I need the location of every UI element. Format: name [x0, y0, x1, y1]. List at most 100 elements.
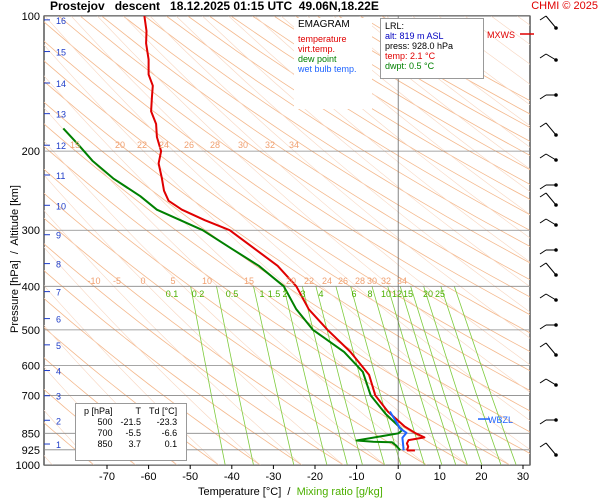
altitude-tick-label: 15 — [56, 48, 66, 58]
credit-label: CHMI © 2025 — [531, 0, 598, 12]
adiabat-label: 10 — [202, 276, 212, 286]
mixing-ratio-label: 12 — [392, 289, 402, 299]
altitude-tick-label: 3 — [56, 392, 61, 402]
isopleth-labels: 0.1 0.2 0.5 1 1.5 2 3 4 6 8 10 12 15 20 25-10 -5 0 5 10 15 2… — [70, 140, 445, 299]
series-lines — [62, 16, 426, 452]
mixing-ratio-line — [410, 286, 468, 465]
x-axis-temp-label: Temperature [°C] — [198, 486, 282, 498]
x-tick-label: 20 — [475, 471, 487, 483]
altitude-tick-label: 14 — [56, 79, 66, 89]
wind-barb — [545, 378, 557, 386]
x-tick-label: 10 — [434, 471, 446, 483]
altitude-tick-label: 1 — [56, 440, 61, 450]
table-header: Td [°C] — [149, 406, 178, 416]
pressure-tick-label: 300 — [22, 225, 40, 237]
lrl-temp: temp: 2.1 °C — [385, 51, 436, 61]
x-axis-mixing-label: Mixing ratio [g/kg] — [296, 486, 383, 498]
wind-barb-dot — [554, 58, 558, 62]
moist-adiabat-line — [149, 16, 530, 339]
adiabat-label: 28 — [210, 140, 220, 150]
lrl-alt: alt: 819 m ASL — [385, 31, 444, 41]
wind-barb — [545, 342, 557, 356]
adiabat-label: 20 — [115, 140, 125, 150]
legend-item-temperature: temperature — [298, 34, 347, 44]
wind-barb-flag — [539, 184, 547, 190]
dry-adiabat-line — [58, 16, 530, 334]
table-header: p [hPa] — [84, 406, 113, 416]
pressure-tick-label: 1000 — [16, 460, 40, 472]
mixing-ratio-line — [387, 286, 443, 465]
wind-barb-flag — [539, 442, 547, 448]
adiabat-label: 32 — [265, 140, 275, 150]
table-header-row: p [hPa] T Td [°C] — [80, 406, 181, 417]
wind-barb-flag — [539, 293, 547, 299]
wind-barb — [545, 15, 557, 29]
lrl-box: LRL: alt: 819 m ASL press: 928.0 hPa tem… — [380, 18, 484, 79]
table-cell: 500 — [97, 417, 113, 427]
wind-barb-dot — [554, 353, 558, 357]
dry-adiabat-line — [44, 40, 530, 372]
chart-title: Prostejov descent 18.12.2025 01:15 UTC 4… — [50, 0, 379, 13]
altitude-tick-label: 9 — [56, 231, 61, 241]
adiabat-label: 34 — [397, 276, 407, 286]
x-tick-label: 30 — [517, 471, 529, 483]
dry-adiabat-line — [122, 16, 530, 281]
wind-barb-dot — [554, 158, 558, 162]
dry-adiabat-line — [44, 21, 530, 352]
altitude-tick-label: 13 — [56, 110, 66, 120]
x-tick-label: -60 — [141, 471, 157, 483]
wind-barb — [545, 122, 557, 136]
moist-adiabat-line — [280, 16, 530, 215]
table-cell: 3.7 — [128, 439, 142, 449]
adiabat-label: 5 — [170, 276, 175, 286]
pressure-tick-label: 500 — [22, 325, 40, 337]
plot-background — [43, 15, 531, 466]
table-cell: 0.1 — [164, 439, 178, 449]
altitude-tick-label: 6 — [56, 315, 61, 325]
legend-item-dew-point: dew point — [298, 54, 337, 64]
wind-barb — [545, 153, 557, 161]
mixing-ratio-label: 0.2 — [192, 289, 205, 299]
moist-adiabat-line — [544, 16, 600, 465]
adiabat-label: 24 — [322, 276, 332, 286]
mixing-ratio-line — [335, 286, 385, 465]
mixing-ratio-label: 4 — [318, 289, 323, 299]
moist-adiabat-line — [228, 16, 530, 263]
mixing-ratio-line — [399, 286, 457, 465]
pressure-tick-label: 925 — [22, 445, 40, 457]
adiabat-label: -5 — [113, 276, 121, 286]
mixing-ratio-label: 10 — [381, 289, 391, 299]
wind-barb-dot — [554, 93, 558, 97]
moist-adiabat-line — [175, 16, 530, 313]
wind-barb-flag — [539, 53, 547, 59]
wind-barb-flag — [539, 324, 547, 330]
mixing-ratio-label: 25 — [435, 289, 445, 299]
mixing-ratio-label: 3 — [300, 289, 305, 299]
wind-barb — [545, 218, 557, 226]
table-cell: -6.6 — [161, 428, 178, 438]
axes: -70 -60 -50 -40 -30 -20 -10 0 10 20 30100200300400… — [16, 11, 534, 483]
altitude-tick-label: 8 — [56, 260, 61, 270]
adiabat-label: 26 — [184, 140, 194, 150]
moist-adiabat-line — [202, 16, 530, 288]
wind-barb-dot — [554, 133, 558, 137]
wbzl-label: WBZL — [488, 415, 513, 425]
lrl-title: LRL: — [385, 21, 405, 31]
wind-barb-dot — [554, 323, 558, 327]
wind-barb-dot — [554, 453, 558, 457]
wind-barbs — [539, 15, 558, 457]
mixing-ratio-line — [440, 286, 502, 465]
mixing-ratio-line — [253, 286, 295, 465]
x-tick-label: -20 — [307, 471, 323, 483]
dry-adiabat-line — [209, 16, 530, 216]
table-cell: -23.3 — [156, 417, 178, 427]
moist-adiabat-line — [97, 16, 530, 393]
x-tick-label: -10 — [349, 471, 365, 483]
mixing-ratio-label: 0.1 — [166, 289, 179, 299]
moist-adiabat-line — [254, 16, 530, 239]
x-tick-label: -50 — [182, 471, 198, 483]
adiabat-label: 28 — [355, 276, 365, 286]
wind-barb — [545, 262, 557, 276]
mixing-ratio-line — [283, 286, 328, 465]
